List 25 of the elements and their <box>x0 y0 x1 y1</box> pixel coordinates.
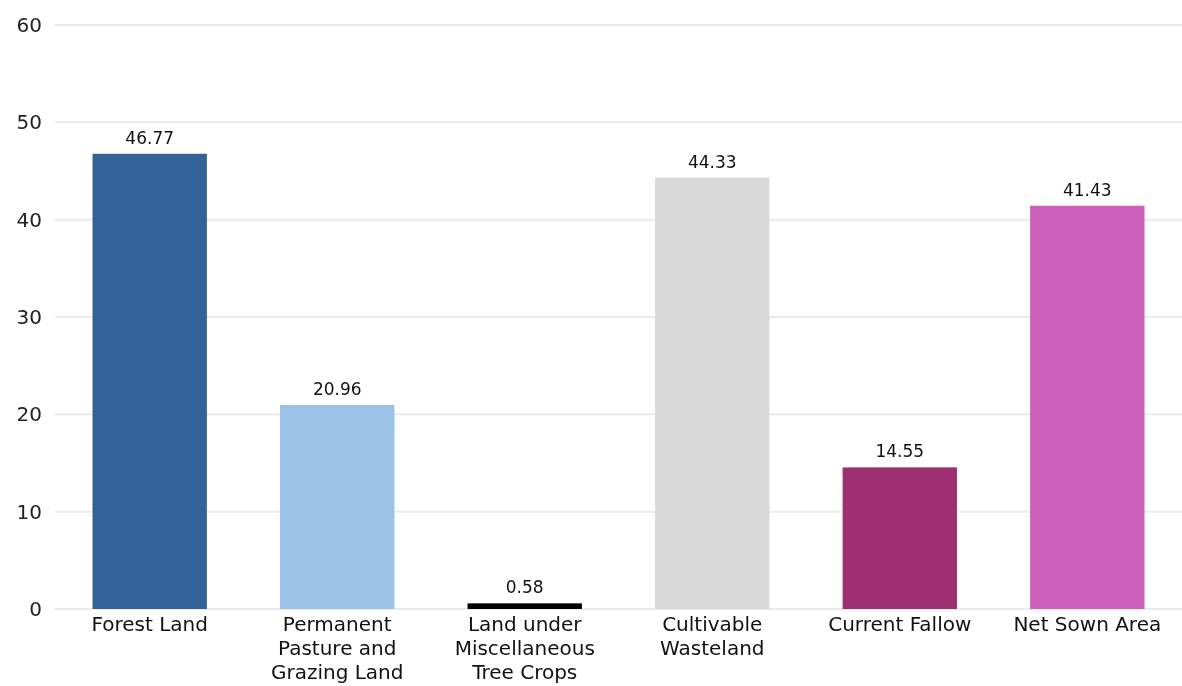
x-tick-label: Cultivable Wasteland <box>660 612 765 660</box>
bar <box>655 177 770 609</box>
x-tick-label: Land under Miscellaneous Tree Crops <box>454 612 595 684</box>
bar <box>842 467 957 609</box>
x-tick-label: Forest Land <box>91 612 208 636</box>
bar <box>92 153 207 609</box>
y-tick-label: 50 <box>16 110 42 135</box>
x-tick-label: Current Fallow <box>828 612 972 636</box>
data-label: 41.43 <box>1062 179 1112 200</box>
data-label: 14.55 <box>875 441 925 462</box>
bar <box>467 603 582 609</box>
y-tick-label: 40 <box>16 207 42 232</box>
y-tick-label: 20 <box>16 402 42 427</box>
y-tick-label: 10 <box>16 499 42 524</box>
data-label: 46.77 <box>125 127 175 148</box>
y-tick-label: 0 <box>29 597 42 621</box>
y-tick-label: 30 <box>16 305 42 329</box>
y-tick-label: 60 <box>16 13 42 37</box>
bar <box>1030 205 1145 609</box>
data-label: 0.58 <box>505 577 544 598</box>
x-tick-label: Permanent Pasture and Grazing Land <box>270 612 404 684</box>
x-tick-label: Net Sown Area <box>1013 612 1162 636</box>
bar <box>280 404 395 609</box>
data-label: 44.33 <box>687 151 737 172</box>
data-label: 20.96 <box>312 378 362 399</box>
